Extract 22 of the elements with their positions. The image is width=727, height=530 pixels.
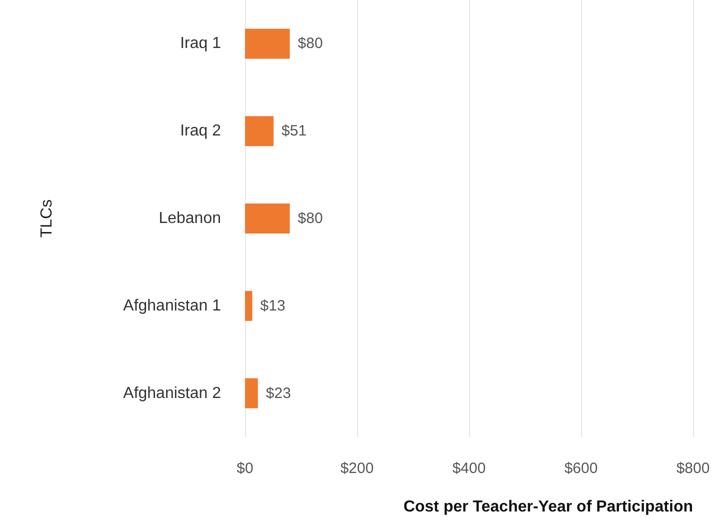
x-tick-label: $600 (564, 460, 598, 477)
bar (245, 28, 290, 59)
data-label: $80 (298, 210, 323, 227)
data-label: $80 (298, 35, 323, 52)
y-axis-title: TLCs (38, 199, 56, 238)
y-tick-label: Lebanon (158, 210, 221, 227)
bar (245, 204, 290, 234)
bar (245, 116, 274, 146)
bar (245, 290, 252, 321)
y-tick-label: Afghanistan 2 (123, 384, 222, 402)
x-tick-label: $400 (452, 460, 486, 477)
y-tick-label: Afghanistan 1 (123, 297, 222, 314)
x-tick-label: $200 (340, 460, 374, 477)
x-axis-title: Cost per Teacher-Year of Participation (403, 498, 693, 516)
bar (245, 378, 258, 408)
y-tick-label: Iraq 1 (180, 35, 222, 52)
data-label: $13 (260, 297, 286, 314)
data-label: $23 (266, 384, 291, 402)
data-label: $51 (282, 122, 307, 140)
y-tick-label: Iraq 2 (180, 122, 222, 140)
x-tick-label: $800 (676, 460, 710, 477)
x-tick-label: $0 (236, 460, 254, 477)
